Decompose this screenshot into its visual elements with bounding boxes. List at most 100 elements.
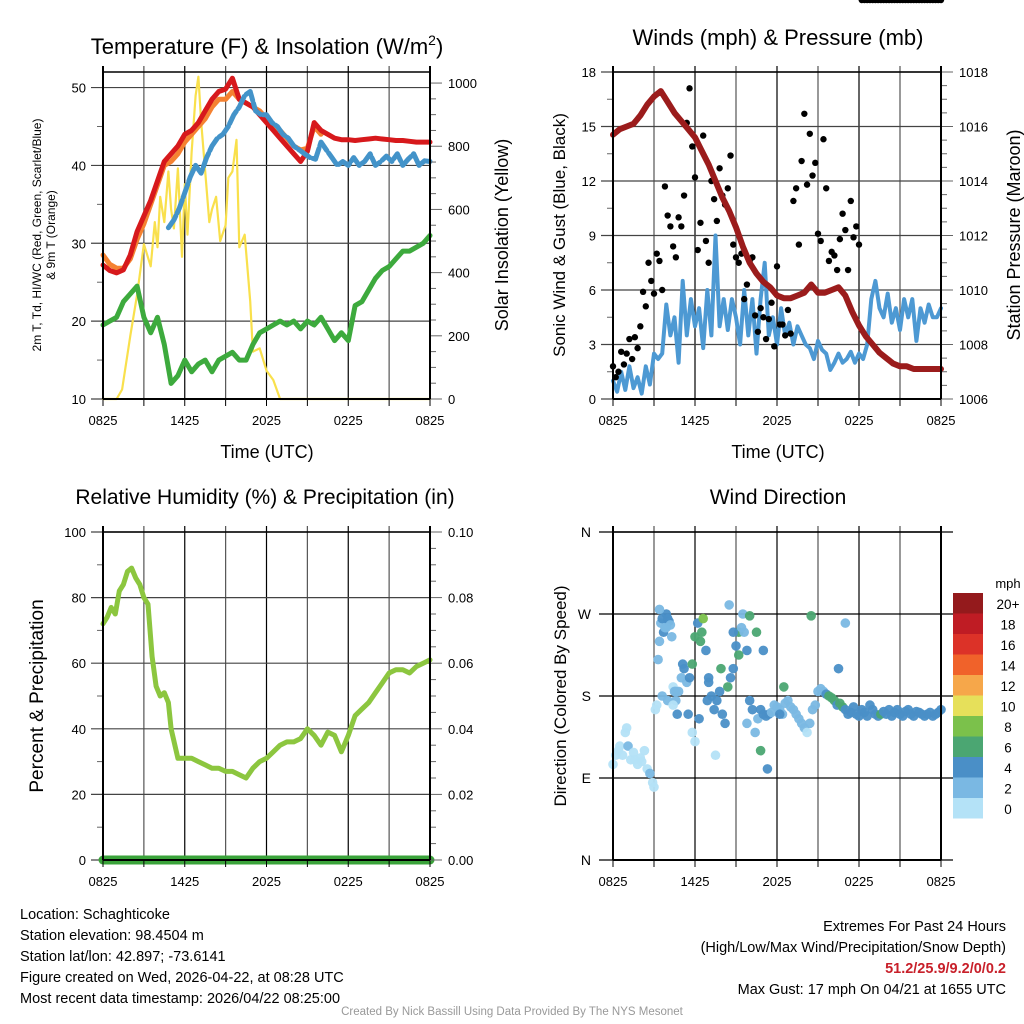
gust-point xyxy=(672,254,680,261)
wind-direction-point xyxy=(671,686,681,697)
gust-point xyxy=(814,230,822,237)
winds-chart: Winds (mph) & Pressure (mb) 0825 1425 2025… xyxy=(550,0,1024,462)
y2-tick-label: 0 xyxy=(448,392,455,407)
wind-direction-point xyxy=(621,723,632,733)
gust-point xyxy=(705,259,712,266)
gust-point xyxy=(795,241,803,248)
wind-direction-point xyxy=(779,682,789,692)
hiwc-series-line xyxy=(165,89,433,231)
wind-direction-point xyxy=(649,782,659,792)
wind-direction-point xyxy=(615,741,625,751)
y-tick-label: 60 xyxy=(72,656,86,671)
y2-tick-label: 1014 xyxy=(959,174,988,189)
y2-tick-label: 0.02 xyxy=(448,787,473,802)
y2-tick-label: 800 xyxy=(448,139,470,154)
gust-point xyxy=(691,174,699,181)
legend-swatch xyxy=(953,634,983,655)
wind-direction-point xyxy=(848,702,859,712)
wind-speed-legend: mph 0 2 4 6 8 10 12 14 16 18 20+ xyxy=(953,576,1021,819)
wind-direction-point xyxy=(714,686,725,697)
legend-label: 0 xyxy=(1004,802,1012,817)
wind-direction-point xyxy=(810,700,821,710)
legend-swatch xyxy=(953,593,983,614)
x-tick-label: 0225 xyxy=(334,413,363,428)
wind-direction-point xyxy=(724,600,734,610)
gust-point xyxy=(771,343,778,350)
gust-point xyxy=(844,266,852,274)
x-tick-label: 2025 xyxy=(252,874,281,889)
gust-point xyxy=(803,181,811,188)
temperature-y-axis-label-line2: & 9m T (Orange) xyxy=(44,190,58,280)
x-tick-label: 0825 xyxy=(927,874,956,889)
wind-direction-point xyxy=(702,695,713,706)
wind-direction-point xyxy=(617,750,628,761)
t2m-series-line xyxy=(100,75,433,276)
humidity-y-axis-label: Percent & Precipitation xyxy=(27,599,48,792)
wind-direction-chart-title: Wind Direction xyxy=(710,486,847,509)
wind-direction-point xyxy=(862,711,872,721)
y-tick-label: 100 xyxy=(64,525,86,540)
gust-point xyxy=(741,295,748,303)
wind-direction-point xyxy=(725,672,736,683)
wind-direction-point xyxy=(695,636,706,647)
gust-point xyxy=(637,323,644,330)
y2-tick-label: 0.10 xyxy=(448,525,473,540)
y2-tick-label: 1010 xyxy=(959,283,988,298)
legend-label: 12 xyxy=(1000,679,1015,694)
gust-point xyxy=(702,237,710,245)
temperature-axes: 0825 1425 2025 0225 082510203040500200400600… xyxy=(72,66,477,428)
gust-point xyxy=(628,355,636,363)
gust-point xyxy=(817,237,824,245)
wind-series-line xyxy=(611,233,943,396)
gust-point xyxy=(645,259,652,266)
gust-point xyxy=(762,335,770,343)
temperature-chart: Temperature (F) & Insolation (W/m2) 0825… xyxy=(30,32,512,462)
legend-title: mph xyxy=(995,576,1020,591)
wind-direction-point xyxy=(802,727,812,738)
gust-point xyxy=(727,152,734,159)
gust-point xyxy=(612,374,619,381)
y-tick-label: 20 xyxy=(72,314,86,329)
y2-tick-label: 1016 xyxy=(959,120,988,135)
wind-direction-point xyxy=(717,709,728,720)
y2-tick-label: 0.04 xyxy=(448,722,473,737)
wind-direction-point xyxy=(744,611,755,621)
wind-direction-point xyxy=(672,709,683,720)
y2-tick-label: 0.08 xyxy=(448,591,473,606)
y-tick-label: 40 xyxy=(72,722,86,737)
gust-point xyxy=(650,290,658,297)
humidity-axes: 0825 1425 2025 0225 08250204060801000.000.02… xyxy=(64,525,473,889)
y-tick-label: N xyxy=(581,524,591,540)
gust-point xyxy=(831,252,838,259)
winds-x-axis-label: Time (UTC) xyxy=(731,442,824,462)
wind-direction-point xyxy=(690,736,700,747)
wind-direction-point xyxy=(728,663,739,674)
gust-point xyxy=(700,132,707,139)
gust-point xyxy=(765,315,772,323)
gust-point xyxy=(784,306,792,314)
gust-point xyxy=(768,299,775,306)
recent-timestamp-text: Most recent data timestamp: 2026/04/22 0… xyxy=(20,991,341,1007)
wind-direction-point xyxy=(742,645,752,656)
temperature-chart-title: Temperature (F) & Insolation (W/m2) xyxy=(91,32,444,59)
y-tick-label: W xyxy=(578,606,592,622)
x-tick-label: 2025 xyxy=(763,413,792,428)
wind-direction-point xyxy=(654,636,665,647)
rh-series-line xyxy=(100,565,433,781)
gust-point xyxy=(678,223,685,230)
wind-direction-point xyxy=(645,768,655,779)
y-tick-label: N xyxy=(581,852,591,868)
x-tick-label: 1425 xyxy=(170,413,199,428)
legend-swatch xyxy=(953,736,983,757)
wind-direction-point xyxy=(628,747,639,758)
legend-swatch xyxy=(953,675,983,696)
x-tick-label: 0825 xyxy=(927,413,956,428)
gust-point xyxy=(809,172,816,179)
gust-point xyxy=(656,257,663,265)
y-tick-label: 6 xyxy=(589,283,596,298)
x-tick-label: 0825 xyxy=(416,413,445,428)
legend-label: 2 xyxy=(1004,782,1012,797)
gust-point xyxy=(806,130,813,137)
gust-point xyxy=(648,277,655,285)
wind-direction-point xyxy=(833,663,844,674)
